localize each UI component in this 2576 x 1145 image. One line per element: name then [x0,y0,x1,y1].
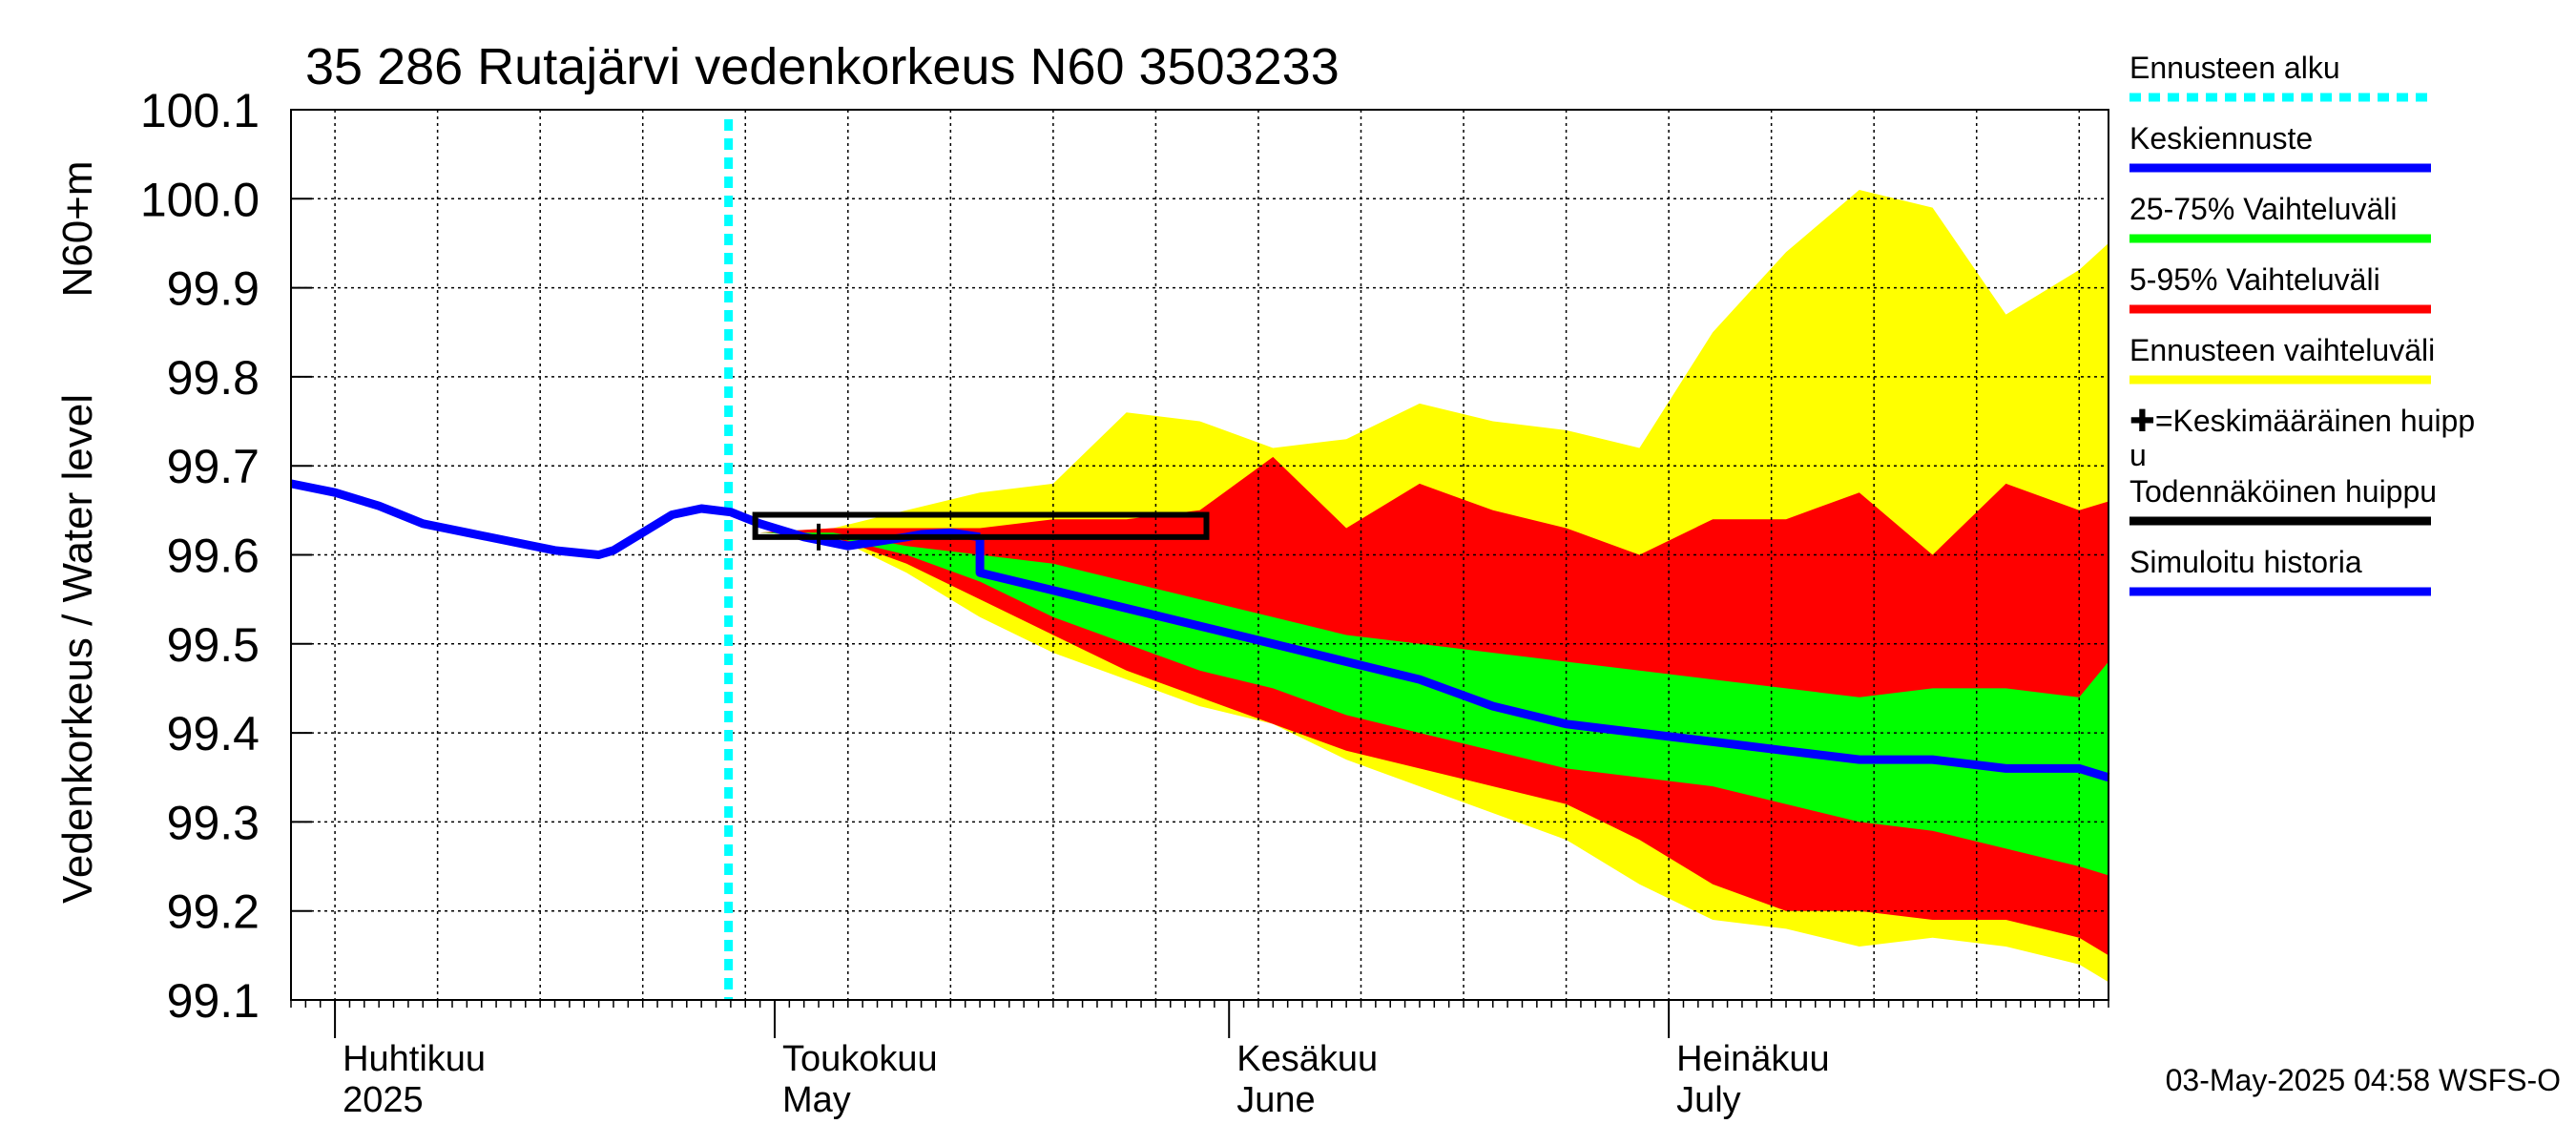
month-label: Kesäkuu [1236,1039,1378,1079]
legend-label: ✚=Keskimääräinen huipp [2129,404,2475,438]
legend-item: 5-95% Vaihteluväli [2129,262,2431,314]
legend-item: Todennäköinen huippu [2129,474,2437,526]
axes: 100.1 100.0 99.9 99.8 99.7 99.6 99.5 99.4 99.3 99… [140,84,2109,1120]
y-tick-label: 100.0 [140,173,260,226]
legend-label: Ennusteen alku [2129,51,2340,85]
timestamp: 03-May-2025 04:58 WSFS-O [2166,1063,2561,1097]
month-label-secondary: June [1236,1080,1315,1120]
y-tick-label: 99.1 [167,974,260,1028]
y-tick-label: 99.9 [167,262,260,316]
y-tick-label: 99.6 [167,530,260,583]
month-label-secondary: July [1676,1080,1741,1120]
legend-item: Keskiennuste [2129,121,2431,173]
chart-title: 35 286 Rutajärvi vedenkorkeus N60 350323… [305,38,1340,95]
y-tick-label: 99.2 [167,885,260,939]
probable-peak-box [752,511,1210,540]
legend-label: u [2129,438,2147,472]
legend-label: 25-75% Vaihteluväli [2129,192,2397,226]
legend-label: 5-95% Vaihteluväli [2129,262,2380,297]
legend-label: Ennusteen vaihteluväli [2129,333,2435,367]
month-label: Toukokuu [782,1039,938,1079]
band-25-75-vaihteluv-li [759,532,2109,876]
month-label: Huhtikuu [343,1039,486,1079]
month-label: Heinäkuu [1676,1039,1830,1079]
y-tick-label: 99.3 [167,796,260,849]
y-tick-label: 99.5 [167,618,260,672]
forecast-bands [759,190,2109,983]
y-axis-label: Vedenkorkeus / Water level [54,394,101,904]
legend-item: Ennusteen vaihteluväli [2129,333,2435,385]
month-label-secondary: 2025 [343,1080,424,1120]
legend: Ennusteen alku Keskiennuste 25-75% Vaihtel… [2129,51,2475,596]
legend-label: Todennäköinen huippu [2129,474,2437,509]
series-lines [290,119,2110,1000]
legend-item: Ennusteen alku [2129,51,2431,102]
legend-label: Keskiennuste [2129,121,2313,156]
y-axis-unit-label: N60+m [54,160,101,297]
legend-item: Simuloitu historia [2129,545,2431,596]
y-tick-label: 99.8 [167,351,260,405]
legend-item: ✚=Keskimääräinen huippu [2129,404,2475,472]
y-tick-label: 99.4 [167,707,260,760]
y-tick-label: 100.1 [140,84,260,137]
month-label-secondary: May [782,1080,851,1120]
median-forecast-line [975,536,2110,782]
y-tick-label: 99.7 [167,440,260,493]
legend-label: Simuloitu historia [2129,545,2362,579]
legend-item: 25-75% Vaihteluväli [2129,192,2431,243]
